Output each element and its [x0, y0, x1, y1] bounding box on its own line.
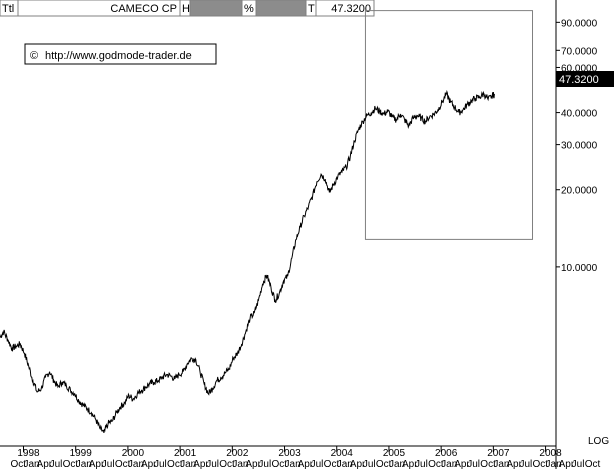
header-cell-text: Ttl	[2, 3, 14, 15]
x-month-label: Oct	[533, 459, 549, 469]
x-month-label: Jan	[23, 459, 39, 469]
x-month-label: Jul	[519, 459, 532, 469]
x-month-label: Apr	[454, 459, 470, 469]
x-month-label: Jan	[546, 459, 562, 469]
x-year-label: 2000	[122, 448, 145, 459]
y-tick-label: 90.0000	[561, 18, 598, 29]
x-month-label: Apr	[559, 459, 575, 469]
x-month-label: Oct	[480, 459, 496, 469]
x-month-label: Oct	[271, 459, 287, 469]
x-month-label: Jan	[232, 459, 248, 469]
x-year-label: 2003	[278, 448, 301, 459]
x-month-label: Apr	[89, 459, 105, 469]
x-month-label: Oct	[167, 459, 183, 469]
x-year-label: 2001	[174, 448, 197, 459]
header-cell: 47.3200	[315, 0, 375, 17]
x-year-label: 2007	[487, 448, 510, 459]
header-cell-text: H	[182, 3, 190, 15]
y-tick-label: 70.0000	[561, 46, 598, 57]
x-month-label: Jan	[389, 459, 405, 469]
header-cell: %	[241, 0, 257, 17]
x-month-label: Oct	[63, 459, 79, 469]
price-axis: 90.0000 70.0000 60.0000 40.0000 30.0000 20.00…	[556, 18, 598, 274]
watermark-url: http://www.godmode-trader.de	[45, 50, 192, 62]
header-cell	[255, 0, 307, 17]
x-month-label: Oct	[10, 459, 26, 469]
x-month-label: Jul	[258, 459, 271, 469]
header-cell	[189, 0, 243, 17]
x-month-label: Jan	[337, 459, 353, 469]
y-tick-label: 40.0000	[561, 109, 598, 120]
header-cell: H	[179, 0, 191, 17]
scale-mode-label: LOG	[588, 436, 609, 447]
header-cell-bg	[189, 0, 243, 17]
x-month-label: Apr	[37, 459, 53, 469]
x-month-label: Jan	[285, 459, 301, 469]
x-year-label: 2002	[226, 448, 249, 459]
x-year-label: 2006	[435, 448, 458, 459]
x-month-label: Apr	[402, 459, 418, 469]
x-month-label: Apr	[193, 459, 209, 469]
x-month-label: Oct	[115, 459, 131, 469]
header-cell-text: %	[244, 3, 254, 15]
header-cell-bg	[315, 0, 375, 17]
x-month-label: Apr	[298, 459, 314, 469]
x-month-label: Jul	[102, 459, 115, 469]
y-tick-label: 30.0000	[561, 141, 598, 152]
y-tick-label: 60.0000	[561, 63, 598, 74]
y-tick-label: 20.0000	[561, 186, 598, 197]
price-series-line	[0, 89, 495, 433]
x-month-label: Apr	[141, 459, 157, 469]
header-bar: Ttl CAMECO CP H% T 47.3200	[0, 0, 375, 17]
y-tick-label: 10.0000	[561, 263, 598, 274]
x-year-label: 1999	[70, 448, 93, 459]
x-month-label: Jul	[50, 459, 63, 469]
x-month-label: Jul	[311, 459, 324, 469]
x-month-label: Jul	[467, 459, 480, 469]
x-month-label: Jul	[415, 459, 428, 469]
x-month-label: Oct	[324, 459, 340, 469]
x-month-label: Apr	[245, 459, 261, 469]
x-year-label: 2005	[383, 448, 406, 459]
x-month-label: Jul	[206, 459, 219, 469]
x-month-label: Oct	[585, 459, 601, 469]
last-price-value: 47.3200	[559, 74, 599, 86]
header-cell: T	[305, 0, 317, 17]
header-cell-bg	[255, 0, 307, 17]
plot-area	[0, 0, 557, 469]
x-month-label: Oct	[219, 459, 235, 469]
x-month-label: Jul	[363, 459, 376, 469]
x-month-label: Jan	[441, 459, 457, 469]
x-month-label: Jul	[572, 459, 585, 469]
x-year-label: 2004	[331, 448, 354, 459]
x-year-label: 2008	[539, 448, 562, 459]
header-cell: Ttl	[0, 0, 19, 17]
x-month-label: Jan	[180, 459, 196, 469]
x-month-label: Oct	[428, 459, 444, 469]
x-month-label: Apr	[350, 459, 366, 469]
watermark: © http://www.godmode-trader.de	[24, 43, 217, 65]
x-month-label: Jul	[154, 459, 167, 469]
header-cell-text: 47.3200	[331, 3, 371, 15]
time-axis: 1998 1999 2000 2001 2002 2003 2004 2005 2006 2007…	[10, 446, 600, 469]
highlight-box	[364, 10, 534, 240]
x-month-label: Jan	[76, 459, 92, 469]
x-month-label: Apr	[506, 459, 522, 469]
header-cell: CAMECO CP	[17, 0, 181, 17]
copyright-symbol: ©	[30, 50, 38, 62]
x-month-label: Jan	[128, 459, 144, 469]
last-price-tag: 47.3200	[556, 71, 614, 87]
header-cell-text: T	[308, 3, 315, 15]
x-month-label: Oct	[376, 459, 392, 469]
x-year-label: 1998	[17, 448, 40, 459]
header-cell-text: CAMECO CP	[110, 3, 177, 15]
x-month-label: Jan	[493, 459, 509, 469]
